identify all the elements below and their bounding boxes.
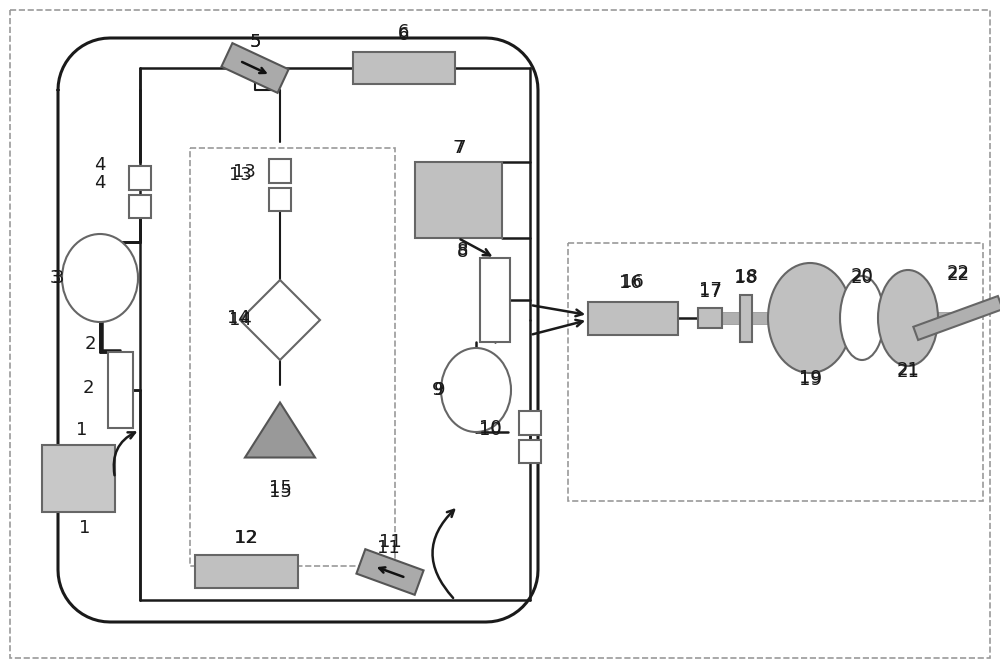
Text: 6: 6: [397, 23, 409, 41]
Text: 22: 22: [946, 266, 970, 284]
Bar: [269, 159, 291, 182]
Bar: [740, 295, 752, 342]
Text: 10: 10: [479, 421, 501, 439]
Bar: [415, 162, 502, 238]
Polygon shape: [245, 403, 315, 458]
Text: 12: 12: [234, 529, 256, 547]
Text: 6: 6: [397, 26, 409, 44]
Text: 5: 5: [249, 33, 261, 51]
Text: 17: 17: [699, 281, 721, 299]
Text: 13: 13: [229, 166, 251, 184]
Text: 2: 2: [82, 379, 94, 397]
Polygon shape: [221, 43, 289, 93]
Text: 11: 11: [377, 539, 399, 557]
Ellipse shape: [840, 276, 884, 360]
Text: 16: 16: [621, 273, 643, 291]
Text: 1: 1: [76, 421, 88, 439]
Text: 21: 21: [897, 361, 919, 379]
Text: 15: 15: [269, 479, 291, 497]
Text: 11: 11: [379, 533, 401, 551]
Text: 7: 7: [454, 139, 466, 157]
Text: 18: 18: [735, 268, 757, 286]
Bar: [353, 52, 455, 84]
Text: 4: 4: [94, 174, 106, 192]
Text: 14: 14: [227, 309, 249, 327]
Bar: [190, 148, 395, 566]
Text: 19: 19: [799, 371, 821, 389]
Text: 3: 3: [49, 269, 61, 287]
Text: 20: 20: [851, 269, 873, 287]
Text: 4: 4: [94, 156, 106, 174]
Text: 8: 8: [456, 241, 468, 259]
Bar: [195, 555, 298, 588]
Text: 9: 9: [432, 381, 444, 399]
Text: 16: 16: [619, 274, 641, 292]
Text: 7: 7: [452, 139, 464, 157]
Ellipse shape: [878, 270, 938, 366]
Text: 9: 9: [434, 381, 446, 399]
Text: 21: 21: [897, 363, 919, 381]
Text: 2: 2: [84, 335, 96, 353]
Text: 13: 13: [233, 163, 255, 181]
Polygon shape: [356, 549, 424, 595]
Text: 22: 22: [946, 264, 970, 282]
Text: 1: 1: [79, 519, 91, 537]
Polygon shape: [240, 280, 320, 360]
Text: 3: 3: [52, 269, 64, 287]
Text: 17: 17: [699, 283, 721, 301]
Ellipse shape: [62, 234, 138, 322]
Bar: [698, 308, 722, 328]
Bar: [129, 166, 151, 190]
Bar: [42, 445, 115, 512]
Ellipse shape: [768, 263, 852, 373]
Bar: [519, 440, 541, 463]
Text: 18: 18: [734, 269, 756, 287]
Bar: [129, 194, 151, 218]
Bar: [269, 188, 291, 211]
FancyArrowPatch shape: [432, 510, 454, 598]
Bar: [519, 411, 541, 434]
Bar: [588, 302, 678, 335]
Text: 14: 14: [229, 311, 251, 329]
Polygon shape: [913, 296, 1000, 340]
Text: 8: 8: [456, 243, 468, 261]
Text: 12: 12: [235, 529, 257, 547]
Bar: [108, 352, 133, 428]
Bar: [722, 312, 960, 324]
Bar: [480, 258, 510, 342]
Text: 19: 19: [799, 369, 821, 387]
Ellipse shape: [441, 348, 511, 432]
Text: 15: 15: [269, 483, 291, 501]
Bar: [568, 243, 983, 501]
Text: 20: 20: [851, 267, 873, 285]
Text: 10: 10: [479, 419, 501, 437]
Text: 5: 5: [249, 33, 261, 51]
